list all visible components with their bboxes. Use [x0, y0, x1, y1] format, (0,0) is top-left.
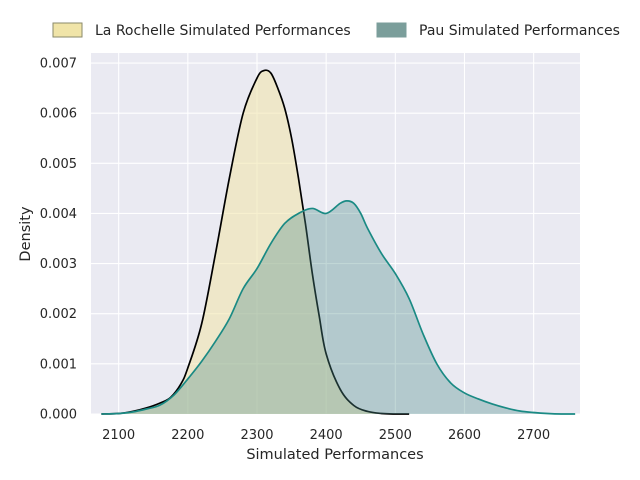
y-tick-label: 0.000 — [40, 408, 77, 423]
x-tick-label: 2700 — [517, 428, 550, 443]
y-tick-label: 0.002 — [40, 307, 77, 322]
y-tick-label: 0.001 — [40, 357, 77, 372]
x-tick-label: 2100 — [102, 428, 135, 443]
density-areas — [101, 69, 576, 415]
density-line-pau — [101, 200, 576, 415]
y-tick-label: 0.003 — [40, 257, 77, 272]
x-axis-ticks: 2100 2200 2300 2400 2500 2600 2700 — [102, 428, 550, 443]
density-area-la-rochelle — [101, 70, 410, 415]
x-tick-label: 2500 — [379, 428, 412, 443]
legend-swatch-la-rochelle — [52, 22, 83, 38]
x-tick-label: 2600 — [448, 428, 481, 443]
y-tick-label: 0.007 — [40, 57, 77, 72]
x-tick-label: 2400 — [310, 428, 343, 443]
y-axis-label: Density — [18, 206, 34, 262]
legend: La Rochelle Simulated Performances Pau S… — [52, 22, 620, 39]
y-axis-ticks: 0.000 0.001 0.002 0.003 0.004 0.005 0.006 0.007 — [40, 57, 77, 423]
density-area-pau — [101, 200, 576, 415]
legend-swatch-pau — [376, 22, 407, 38]
y-tick-label: 0.005 — [40, 157, 77, 172]
x-tick-label: 2300 — [240, 428, 273, 443]
y-tick-label: 0.006 — [40, 107, 77, 122]
legend-label-la-rochelle: La Rochelle Simulated Performances — [95, 23, 351, 39]
x-tick-label: 2200 — [171, 428, 204, 443]
legend-label-pau: Pau Simulated Performances — [419, 23, 620, 39]
x-axis-label: Simulated Performances — [246, 447, 423, 463]
y-tick-label: 0.004 — [40, 207, 77, 222]
